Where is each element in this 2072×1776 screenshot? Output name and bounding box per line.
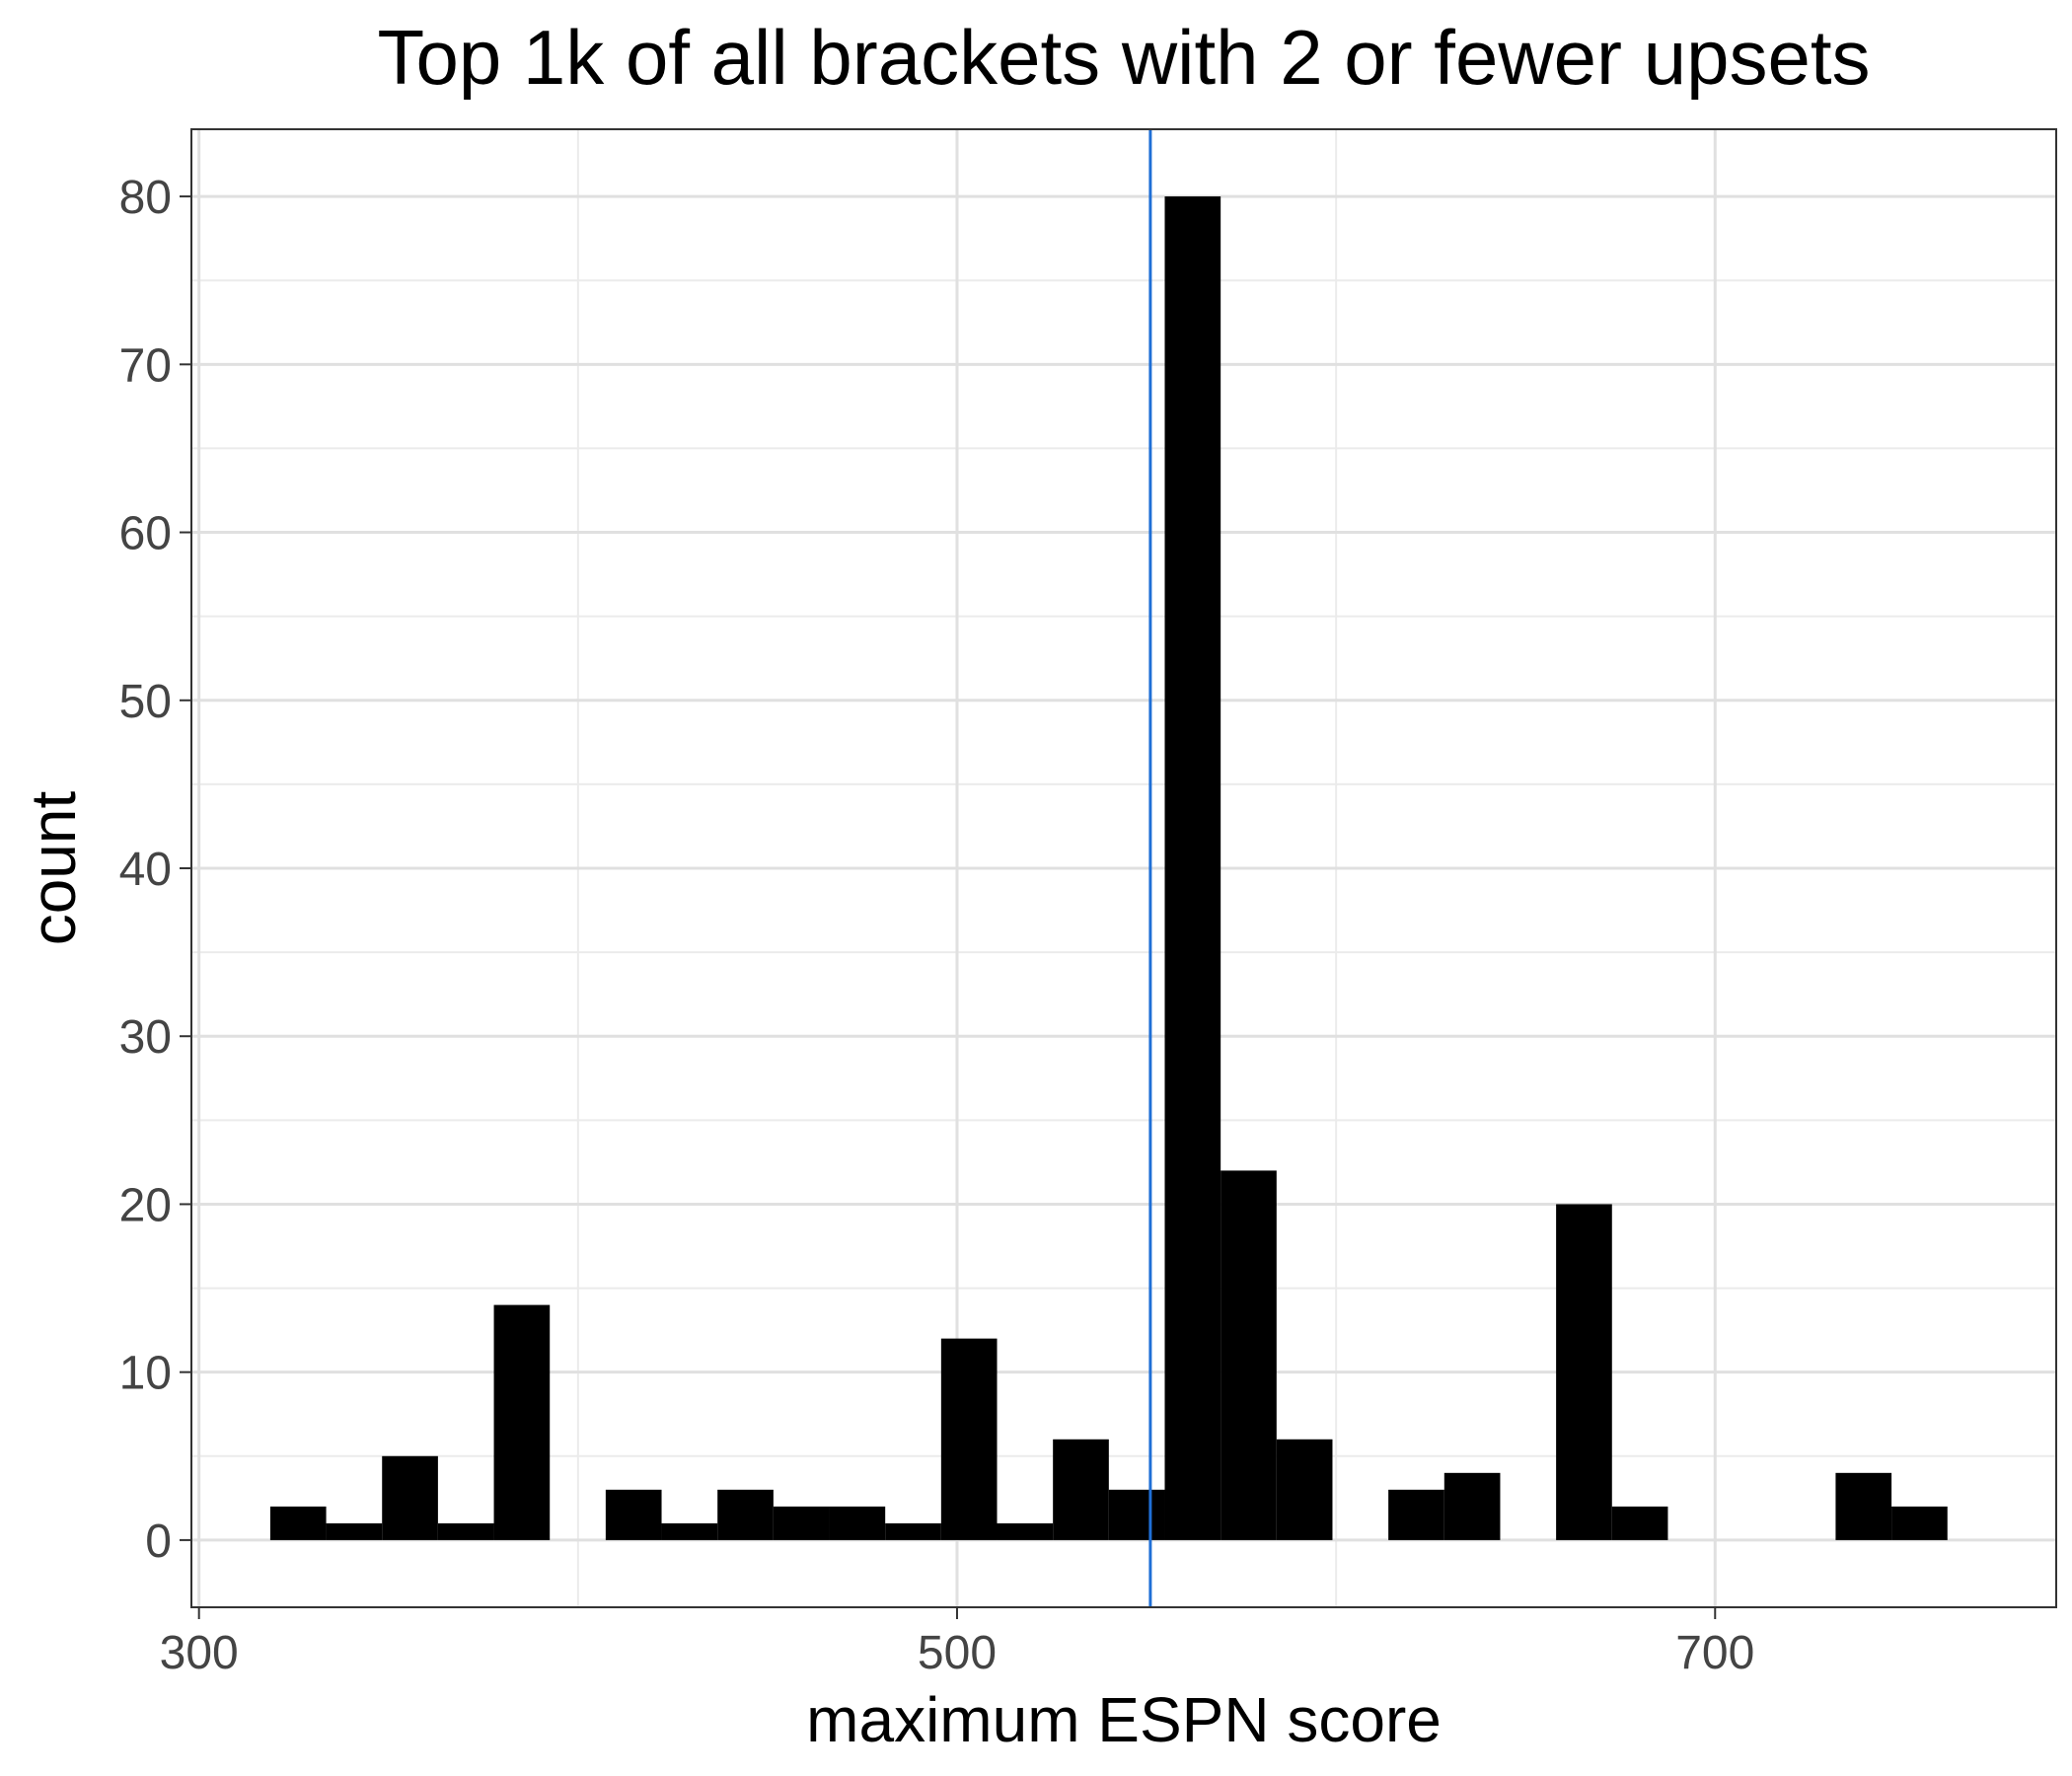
histogram-bar — [1443, 1472, 1501, 1540]
y-axis-title: count — [18, 791, 89, 946]
histogram-bar — [661, 1522, 718, 1540]
histogram-bar — [326, 1522, 383, 1540]
bar-layer — [269, 196, 1948, 1540]
histogram-bar — [605, 1489, 662, 1540]
chart-title: Top 1k of all brackets with 2 or fewer u… — [377, 14, 1870, 101]
x-axis-title: maximum ESPN score — [806, 1684, 1442, 1755]
y-tick-label: 20 — [119, 1179, 172, 1231]
y-tick-label: 40 — [119, 844, 172, 896]
x-tick-label: 300 — [160, 1627, 239, 1679]
histogram-bar — [717, 1489, 774, 1540]
histogram-bar — [773, 1506, 830, 1540]
x-tick-label: 700 — [1675, 1627, 1754, 1679]
histogram-bar — [997, 1522, 1054, 1540]
y-tick-label: 70 — [119, 339, 172, 392]
histogram-bar — [1835, 1472, 1892, 1540]
x-axis: 300 500 700 — [160, 1607, 1754, 1679]
histogram-bar — [940, 1338, 998, 1540]
histogram-bar — [1611, 1506, 1668, 1540]
x-tick-label: 500 — [918, 1627, 997, 1679]
histogram-bar — [1053, 1439, 1109, 1540]
histogram-bar — [829, 1506, 886, 1540]
histogram-bar — [1891, 1506, 1948, 1540]
histogram-bar — [1388, 1489, 1444, 1540]
histogram-bar — [1221, 1170, 1277, 1540]
histogram-bar — [885, 1522, 941, 1540]
y-tick-label: 30 — [119, 1011, 172, 1064]
histogram-bar — [437, 1522, 494, 1540]
histogram-bar — [269, 1506, 327, 1540]
y-tick-label: 0 — [145, 1516, 172, 1568]
y-tick-label: 80 — [119, 172, 172, 224]
histogram-bar — [382, 1455, 438, 1540]
y-tick-label: 60 — [119, 508, 172, 560]
y-tick-label: 50 — [119, 676, 172, 728]
y-tick-label: 10 — [119, 1348, 172, 1400]
histogram-bar — [1276, 1439, 1333, 1540]
histogram-bar — [1108, 1489, 1165, 1540]
histogram-bar — [1164, 196, 1221, 1540]
histogram-bar — [1556, 1204, 1612, 1540]
y-axis: 0 10 20 30 40 50 60 70 80 — [119, 172, 191, 1568]
histogram-bar — [493, 1304, 551, 1540]
